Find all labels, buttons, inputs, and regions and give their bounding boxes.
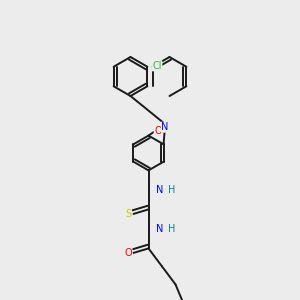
- Text: O: O: [154, 126, 162, 136]
- Text: H: H: [168, 185, 176, 195]
- Text: N: N: [156, 185, 164, 195]
- Text: N: N: [156, 224, 164, 234]
- Text: O: O: [124, 248, 132, 258]
- Text: Cl: Cl: [152, 61, 162, 71]
- Text: H: H: [168, 224, 176, 234]
- Text: N: N: [161, 122, 169, 132]
- Text: S: S: [125, 209, 131, 219]
